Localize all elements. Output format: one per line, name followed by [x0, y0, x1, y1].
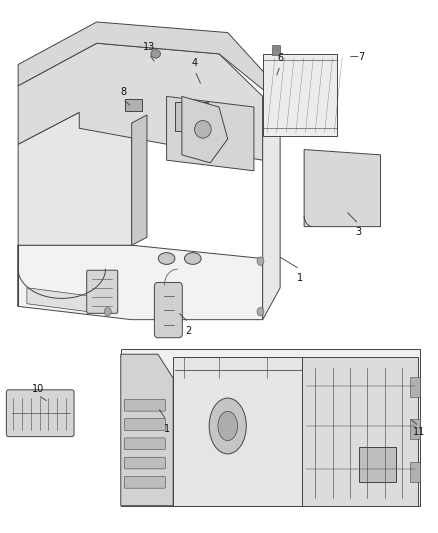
Ellipse shape — [158, 253, 175, 264]
FancyBboxPatch shape — [175, 102, 208, 131]
Text: 7: 7 — [358, 52, 364, 61]
FancyBboxPatch shape — [359, 447, 396, 482]
Text: 8: 8 — [120, 87, 126, 97]
FancyBboxPatch shape — [7, 390, 74, 437]
Text: 3: 3 — [356, 227, 362, 237]
Text: 1: 1 — [163, 424, 170, 434]
Text: 6: 6 — [277, 53, 283, 63]
Polygon shape — [166, 96, 254, 171]
Polygon shape — [182, 96, 228, 163]
Circle shape — [257, 257, 264, 265]
Text: 13: 13 — [143, 43, 155, 52]
Polygon shape — [304, 150, 381, 227]
Circle shape — [257, 308, 264, 316]
Ellipse shape — [151, 50, 160, 58]
FancyBboxPatch shape — [124, 438, 165, 450]
Text: 4: 4 — [192, 59, 198, 68]
Polygon shape — [121, 349, 420, 506]
Text: 10: 10 — [32, 384, 44, 394]
FancyBboxPatch shape — [124, 457, 165, 469]
Polygon shape — [27, 288, 88, 312]
Polygon shape — [121, 354, 173, 506]
FancyBboxPatch shape — [124, 419, 165, 430]
Ellipse shape — [209, 398, 246, 454]
Ellipse shape — [184, 253, 201, 264]
Polygon shape — [302, 357, 418, 506]
Text: 1: 1 — [297, 273, 303, 283]
Polygon shape — [18, 245, 263, 320]
Text: 2: 2 — [185, 326, 191, 336]
Bar — [410, 419, 420, 439]
Text: 11: 11 — [413, 427, 425, 438]
Bar — [410, 462, 420, 482]
Polygon shape — [263, 54, 337, 136]
Polygon shape — [18, 112, 132, 306]
Polygon shape — [173, 357, 302, 506]
FancyBboxPatch shape — [125, 99, 142, 111]
Ellipse shape — [218, 411, 237, 441]
FancyBboxPatch shape — [154, 282, 182, 338]
Circle shape — [104, 308, 111, 316]
Bar — [272, 45, 280, 55]
FancyBboxPatch shape — [87, 270, 118, 313]
FancyBboxPatch shape — [124, 399, 165, 411]
Polygon shape — [263, 96, 280, 320]
FancyBboxPatch shape — [124, 477, 165, 488]
Ellipse shape — [194, 120, 211, 138]
Polygon shape — [132, 115, 147, 245]
Polygon shape — [18, 43, 263, 160]
Polygon shape — [18, 22, 272, 96]
Bar — [410, 376, 420, 397]
